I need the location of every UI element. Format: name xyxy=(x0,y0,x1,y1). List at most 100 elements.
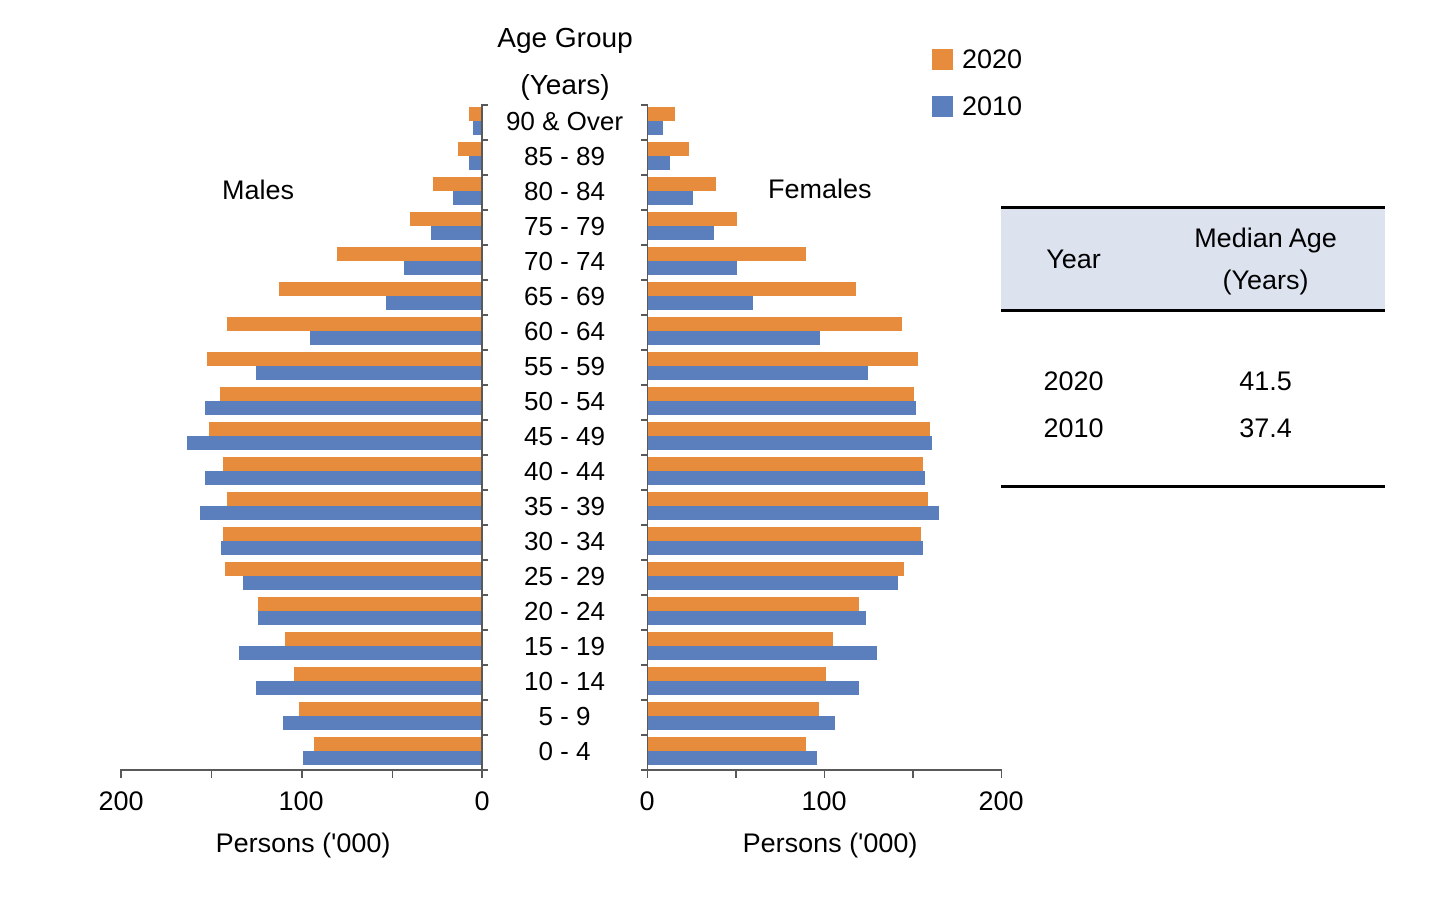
female-row-90-over xyxy=(647,104,1001,139)
bar-male-2010-50-54 xyxy=(205,401,482,415)
bar-male-2010-0-4 xyxy=(302,751,482,765)
bar-male-2010-5-9 xyxy=(282,716,482,730)
age-label-60-64: 60 - 64 xyxy=(524,316,605,346)
tick-mark xyxy=(482,594,488,596)
bar-female-2020-80-84 xyxy=(647,177,717,191)
female-row-50-54 xyxy=(647,384,1001,419)
female-category-axis xyxy=(646,104,648,770)
males-label: Males xyxy=(222,175,295,205)
tick-mark xyxy=(482,209,488,211)
bar-male-2010-35-39 xyxy=(199,506,482,520)
tick-mark xyxy=(646,770,648,778)
male-value-axis xyxy=(120,769,483,771)
female-row-30-34 xyxy=(647,524,1001,559)
bar-male-2020-50-54 xyxy=(219,387,482,401)
male-row-90-over xyxy=(120,104,482,139)
bar-male-2010-60-64 xyxy=(310,331,482,345)
tick-mark xyxy=(482,769,488,771)
age-label-40-44: 40 - 44 xyxy=(524,456,605,486)
tick-mark xyxy=(120,770,122,778)
bar-male-2020-40-44 xyxy=(223,457,482,471)
male-row-75-79 xyxy=(120,209,482,244)
age-label-80-84: 80 - 84 xyxy=(524,176,605,206)
female-row-40-44 xyxy=(647,454,1001,489)
female-row-60-64 xyxy=(647,314,1001,349)
bar-female-2020-45-49 xyxy=(647,422,931,436)
male-row-50-54 xyxy=(120,384,482,419)
age-label-0-4: 0 - 4 xyxy=(538,736,591,766)
male-row-15-19 xyxy=(120,629,482,664)
male-axis-tick-200: 200 xyxy=(98,786,144,816)
bar-male-2020-20-24 xyxy=(257,597,482,611)
legend-label-2010: 2010 xyxy=(962,91,1023,121)
male-row-5-9 xyxy=(120,699,482,734)
tick-mark xyxy=(640,174,647,176)
tick-mark xyxy=(640,314,647,316)
tick-mark xyxy=(823,770,825,778)
female-axis-tick-200: 200 xyxy=(978,786,1024,816)
bar-male-2020-60-64 xyxy=(226,317,482,331)
legend: 2020 2010 xyxy=(932,44,1022,138)
table-bottom-border xyxy=(1001,485,1385,488)
tick-mark xyxy=(482,384,488,386)
bar-female-2020-60-64 xyxy=(647,317,902,331)
male-row-40-44 xyxy=(120,454,482,489)
bar-female-2010-15-19 xyxy=(647,646,878,660)
bar-male-2020-65-69 xyxy=(279,282,482,296)
tick-mark xyxy=(640,139,647,141)
tick-mark xyxy=(640,244,647,246)
bar-female-2020-25-29 xyxy=(647,562,904,576)
tick-mark xyxy=(640,279,647,281)
male-row-60-64 xyxy=(120,314,482,349)
table-row-2010: 2010 37.4 xyxy=(1001,405,1385,452)
tick-mark xyxy=(640,524,647,526)
female-row-25-29 xyxy=(647,559,1001,594)
bar-female-2010-70-74 xyxy=(647,261,738,275)
bar-female-2010-85-89 xyxy=(647,156,670,170)
tick-mark xyxy=(482,699,488,701)
bar-female-2020-20-24 xyxy=(647,597,860,611)
tick-mark xyxy=(640,419,647,421)
age-label-35-39: 35 - 39 xyxy=(524,491,605,521)
bar-female-2010-25-29 xyxy=(647,576,899,590)
tick-mark xyxy=(482,419,488,421)
male-row-25-29 xyxy=(120,559,482,594)
bar-female-2020-65-69 xyxy=(647,282,856,296)
tick-mark xyxy=(640,699,647,701)
age-label-90-over: 90 & Over xyxy=(505,106,624,136)
bar-female-2010-5-9 xyxy=(647,716,835,730)
bar-male-2020-55-59 xyxy=(206,352,482,366)
chart-title-line2: (Years) xyxy=(520,69,610,100)
bar-male-2020-15-19 xyxy=(284,632,482,646)
bar-female-2010-45-49 xyxy=(647,436,932,450)
legend-item-2010: 2010 xyxy=(932,91,1022,122)
bar-female-2010-50-54 xyxy=(647,401,917,415)
bar-male-2020-70-74 xyxy=(337,247,482,261)
tick-mark xyxy=(482,349,488,351)
age-label-70-74: 70 - 74 xyxy=(524,246,605,276)
female-row-70-74 xyxy=(647,244,1001,279)
bar-female-2010-30-34 xyxy=(647,541,924,555)
tick-mark xyxy=(640,734,647,736)
bar-female-2020-40-44 xyxy=(647,457,924,471)
bar-male-2010-75-79 xyxy=(431,226,482,240)
bar-male-2020-25-29 xyxy=(224,562,482,576)
male-chart-area xyxy=(120,104,482,769)
bar-female-2010-0-4 xyxy=(647,751,817,765)
table-row-2020: 2020 41.5 xyxy=(1001,358,1385,405)
female-chart-area xyxy=(647,104,1001,769)
bar-male-2020-30-34 xyxy=(223,527,482,541)
age-label-10-14: 10 - 14 xyxy=(524,666,605,696)
tick-mark xyxy=(482,174,488,176)
bar-female-2020-70-74 xyxy=(647,247,807,261)
male-row-45-49 xyxy=(120,419,482,454)
female-row-45-49 xyxy=(647,419,1001,454)
chart-title: Age Group (Years) xyxy=(415,14,715,108)
bar-female-2020-5-9 xyxy=(647,702,819,716)
female-row-55-59 xyxy=(647,349,1001,384)
bar-male-2010-10-14 xyxy=(255,681,482,695)
female-axis-tick-0: 0 xyxy=(639,786,655,816)
tick-mark xyxy=(482,559,488,561)
tick-mark xyxy=(482,734,488,736)
